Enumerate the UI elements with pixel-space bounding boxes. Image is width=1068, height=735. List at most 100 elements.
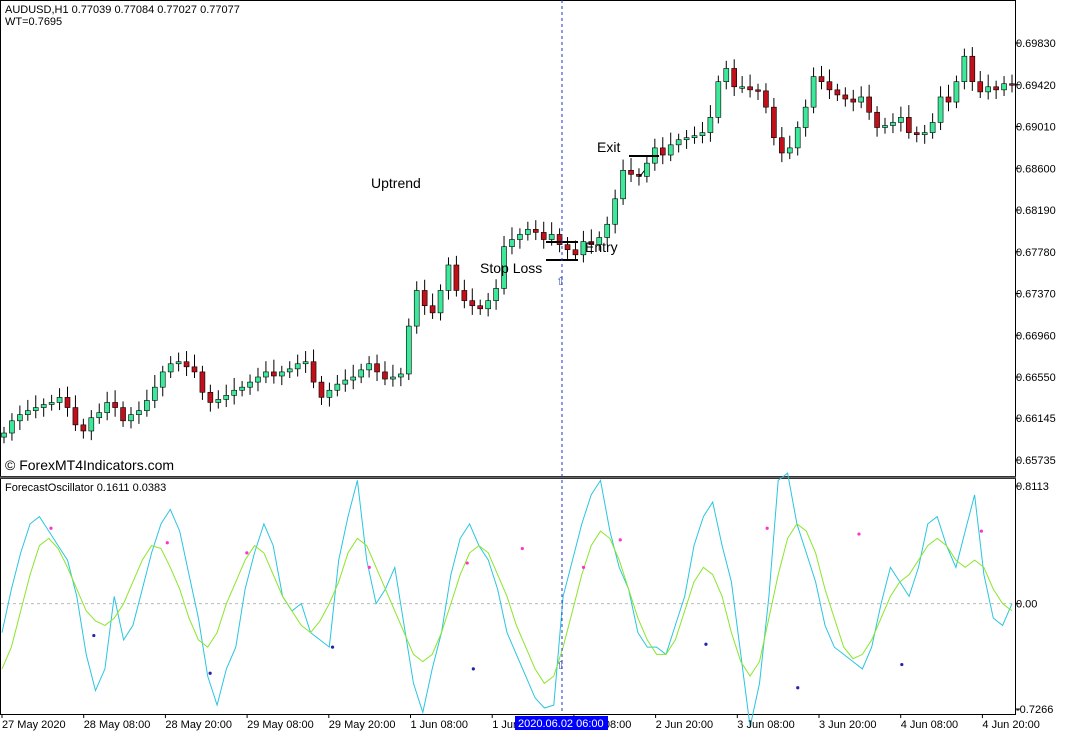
bull-candle xyxy=(255,376,261,383)
price-tick-label: 0.69010 xyxy=(1016,122,1056,134)
stop-loss-annotation: Stop Loss xyxy=(480,260,542,276)
bull-candle xyxy=(144,400,150,411)
bull-candle xyxy=(699,132,706,136)
bull-candle xyxy=(350,376,357,381)
bear-candle xyxy=(874,111,880,128)
time-tick-label: 28 May 20:00 xyxy=(165,719,232,731)
exit-annotation: Exit xyxy=(597,139,620,155)
bull-candle xyxy=(104,402,110,413)
bull-candle xyxy=(961,55,968,82)
bull-candle xyxy=(929,122,936,133)
bear-candle xyxy=(779,137,785,154)
price-tick-label: 0.66960 xyxy=(1016,330,1056,342)
bull-candle xyxy=(96,412,103,419)
bull-candle xyxy=(501,246,507,289)
lower-signal-dot xyxy=(900,662,904,667)
bear-candle xyxy=(588,241,595,245)
bear-candle xyxy=(913,132,920,135)
bear-candle xyxy=(374,363,380,373)
bull-candle xyxy=(525,229,531,235)
bear-candle xyxy=(207,391,214,403)
bull-candle xyxy=(786,147,793,154)
upper-signal-dot xyxy=(765,526,769,530)
bull-candle xyxy=(25,410,31,415)
bull-candle xyxy=(231,389,237,396)
oscillator-series xyxy=(1,472,1015,728)
bull-candle xyxy=(548,234,555,240)
bull-candle xyxy=(437,290,444,314)
bear-candle xyxy=(64,397,71,408)
bull-candle xyxy=(810,76,817,108)
bull-candle xyxy=(398,373,404,378)
bear-candle xyxy=(183,361,190,368)
bear-candle xyxy=(866,96,872,113)
entry-annotation: Entry xyxy=(585,239,618,255)
crosshair-time-box xyxy=(515,716,608,730)
bull-candle xyxy=(739,86,745,89)
bear-candle xyxy=(477,305,484,310)
bull-candle xyxy=(580,241,587,256)
bull-candle xyxy=(953,81,960,103)
bull-candle xyxy=(342,379,349,385)
lower-signal-dot xyxy=(330,645,335,649)
bull-candle xyxy=(683,137,690,141)
price-tick-label: 0.67370 xyxy=(1016,289,1056,301)
bull-candle xyxy=(167,363,174,373)
lower-signal-dot xyxy=(796,686,800,690)
bull-candle xyxy=(620,169,626,200)
bear-candle xyxy=(429,305,436,314)
crosshair-time-label: 2020.06.02 06:00 xyxy=(518,718,604,730)
bull-candle xyxy=(1001,83,1007,91)
bear-candle xyxy=(834,89,841,96)
upper-signal-dot xyxy=(367,565,371,569)
bear-candle xyxy=(120,407,126,422)
upper-signal-dot xyxy=(581,565,586,569)
bear-candle xyxy=(310,361,317,383)
bear-candle xyxy=(461,290,468,301)
main-panel-frame xyxy=(0,0,1016,477)
bull-candle xyxy=(715,81,722,118)
indicator-tick-label: 0.00 xyxy=(1016,599,1037,611)
bear-candle xyxy=(850,98,857,103)
bull-candle xyxy=(890,122,896,126)
price-tick-label: 0.66145 xyxy=(1016,413,1056,425)
bull-candle xyxy=(612,198,618,225)
lower-signal-dot xyxy=(208,671,212,675)
bull-candle xyxy=(223,395,230,400)
upper-signal-dot xyxy=(520,546,524,551)
time-tick-label: 2 Jun 20:00 xyxy=(656,719,714,731)
bull-candle xyxy=(88,417,95,432)
upper-signal-dot xyxy=(618,538,622,542)
indicator-tick-label: -0.7266 xyxy=(1016,704,1053,716)
price-axis: 0.69830 0.69420 0.69010 0.68600 0.68190 0.677… xyxy=(1016,38,1056,716)
price-tick-label: 0.68600 xyxy=(1016,163,1056,175)
slow-signal-line xyxy=(1,523,1013,685)
checkmark-icon: ✓ xyxy=(637,167,647,181)
bull-candle xyxy=(278,371,285,377)
time-tick-label: 29 May 08:00 xyxy=(247,719,314,731)
bull-candle xyxy=(882,125,888,128)
bear-candle xyxy=(969,55,976,82)
bull-candle xyxy=(405,325,412,375)
bull-candle xyxy=(294,363,301,370)
upper-signal-dot xyxy=(857,532,861,536)
bear-candle xyxy=(628,169,634,175)
signal-arrow-icon: ⇧ xyxy=(556,660,565,672)
bull-candle xyxy=(239,386,245,391)
lower-signal-dot xyxy=(92,633,96,638)
bull-candle xyxy=(32,407,39,411)
bull-candle xyxy=(263,371,269,378)
buy-arrow-icon: ⇧ xyxy=(556,276,565,288)
bull-candle xyxy=(604,223,611,238)
bear-candle xyxy=(977,81,984,93)
bull-candle xyxy=(17,414,23,422)
bull-candle xyxy=(596,237,603,245)
price-tick-label: 0.69420 xyxy=(1016,80,1056,92)
bear-candle xyxy=(747,86,753,91)
bull-candle xyxy=(247,381,253,388)
bull-candle xyxy=(802,106,809,128)
indicator-title: ForecastOscillator 0.1611 0.0383 xyxy=(5,482,166,494)
fast-oscillator-line xyxy=(1,472,1013,728)
bear-candle xyxy=(80,424,87,432)
